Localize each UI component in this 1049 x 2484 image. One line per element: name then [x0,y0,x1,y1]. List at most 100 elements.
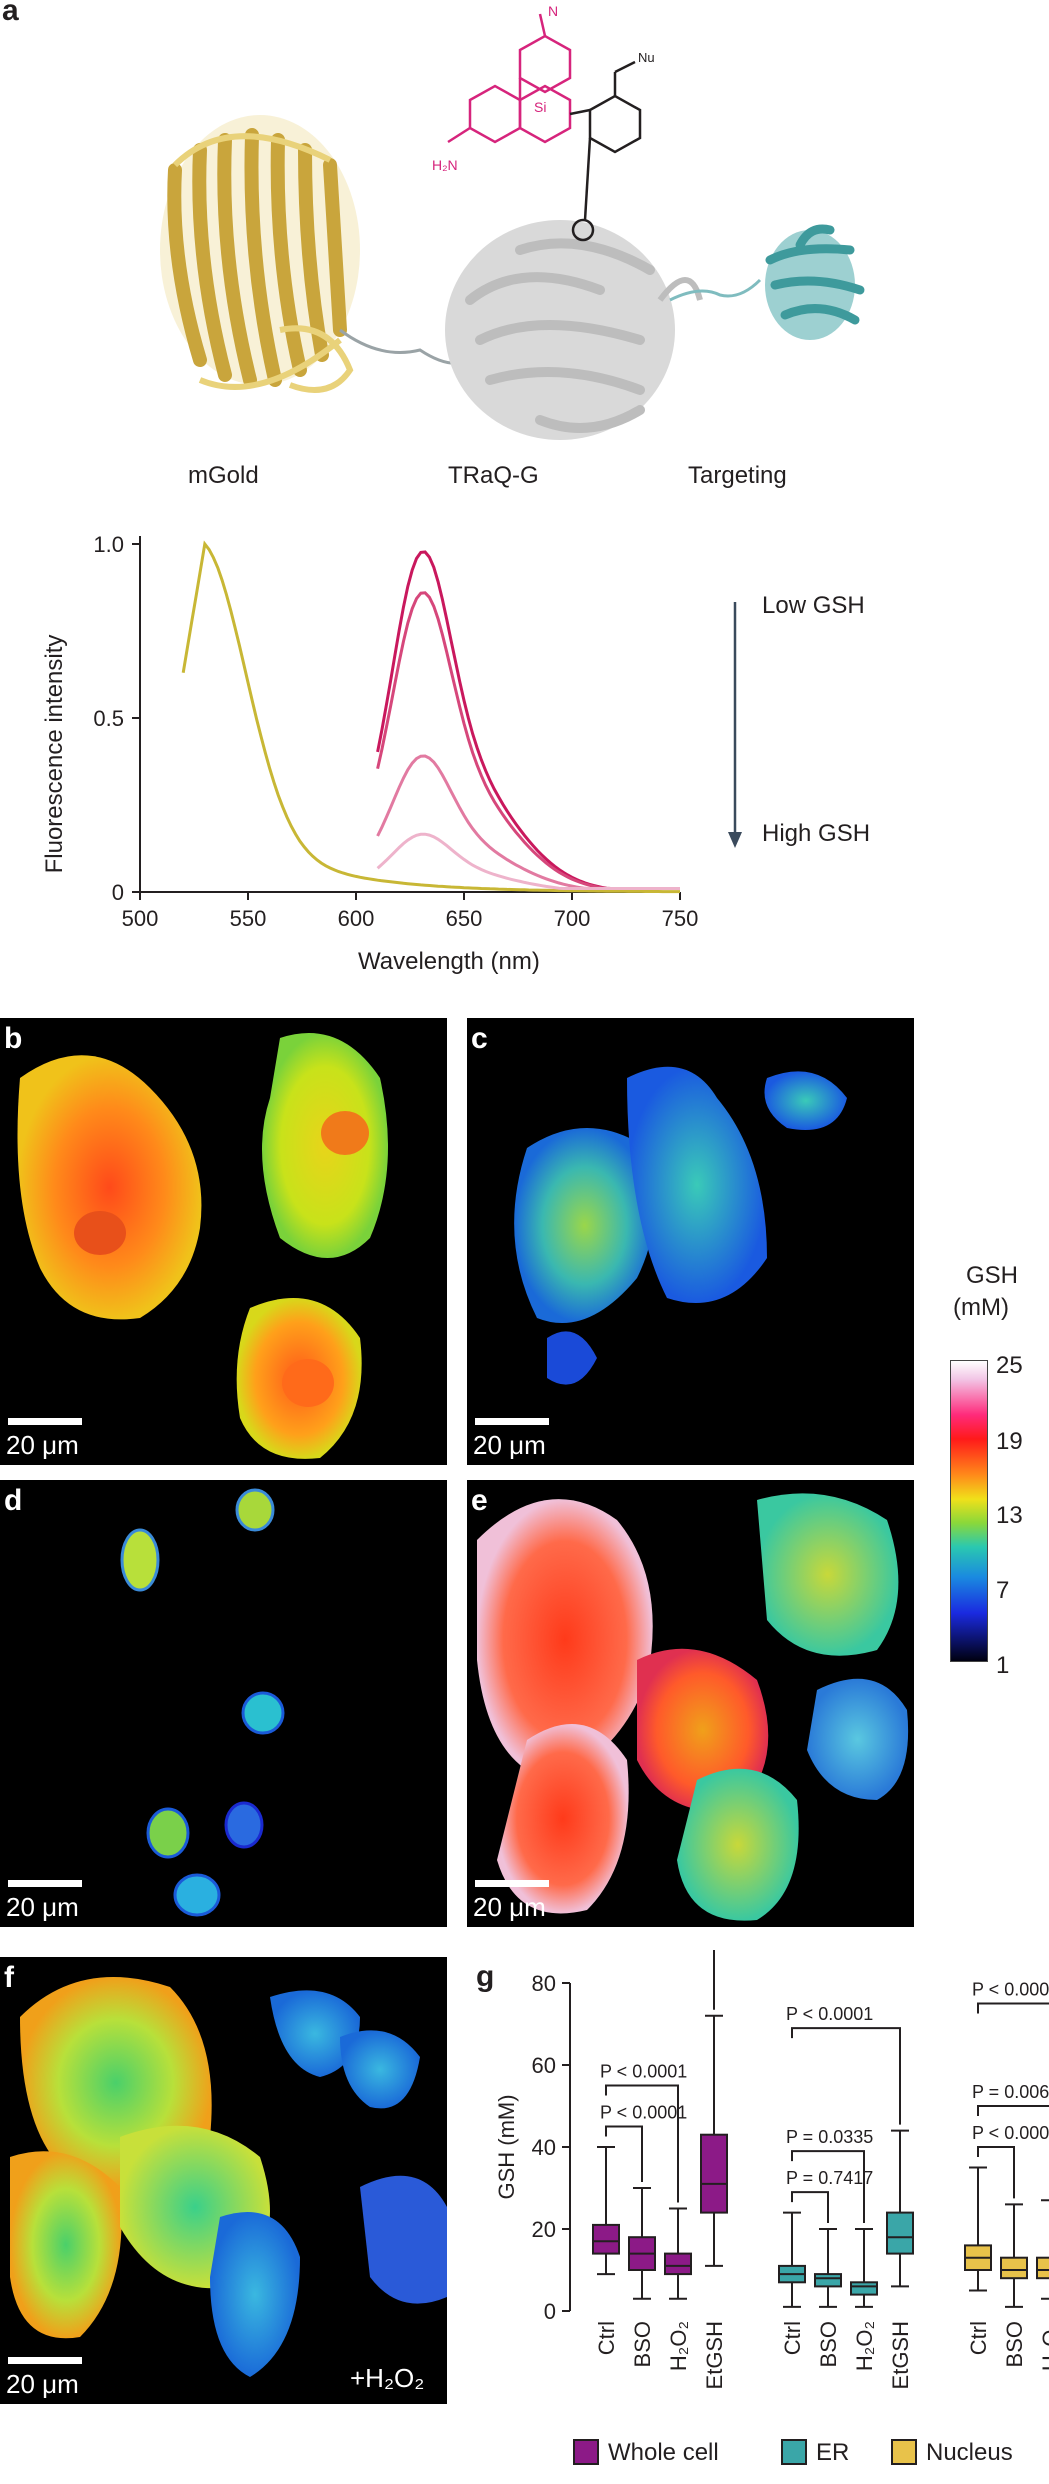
spectrum-x-tick-label: 700 [554,906,591,931]
trap-spectrum-line-3 [376,754,680,890]
spectrum-y-tick-label: 0 [112,880,124,905]
colorbar-tick-13: 13 [996,1502,1023,1529]
box-whole-cell-3 [664,2252,692,2276]
colorbar [950,1360,988,1662]
significance-bracket [605,2084,679,2203]
trap-spectrum-line-4 [376,832,680,890]
colorbar-unit: (mM) [953,1294,1009,1321]
gsh-boxplot: 0 20 40 60 80 GSH (mM) Ctrl BSO H₂O₂ EtGSH Ctrl BS… [494,1950,1049,2466]
box-category-label: EtGSH [702,2321,727,2389]
spectrum-lines [181,540,680,894]
p-value-label: P < 0.0001 [600,2103,687,2123]
boxplot-axes: 0 20 40 60 80 GSH (mM) [494,1971,571,2324]
trap-spectrum-line-1 [376,550,680,890]
panel-label-d: d [4,1484,23,1517]
micrograph-b: b 20 μm [0,1018,447,1465]
box-category-label: EtGSH [888,2321,913,2389]
low-gsh-label: Low GSH [762,592,865,619]
micrograph-e: e 20 μm [467,1480,914,1927]
boxplot-y-tick-label: 60 [532,2053,556,2078]
legend-swatch-whole-cell [573,2439,599,2465]
boxplot-brackets: P < 0.0001 P < 0.0001 P < 0.0001 P = 0.7417… [600,1950,1049,2223]
spectrum-xlabel: Wavelength (nm) [358,948,540,975]
colorbar-tick-19: 19 [996,1428,1023,1455]
h2o2-treatment-label: +H₂O₂ [350,2363,425,2393]
mgold-spectrum-line [181,540,680,894]
label-mgold: mGold [188,462,259,489]
box-nucleus-3 [1036,2256,1049,2280]
spectrum-x-tick-label: 650 [446,906,483,931]
panel-label-g: g [476,1960,495,1993]
box-er-2 [814,2273,842,2288]
boxplot-legend: Whole cell ER Nucleus [573,2439,1013,2466]
box-category-label: BSO [816,2321,841,2367]
spectrum-x-tick-label: 550 [230,906,267,931]
scale-text-e: 20 μm [473,1892,546,1922]
label-traq-g: TRaQ-G [448,462,539,489]
scale-text-f: 20 μm [6,2369,79,2399]
boxplot-marks: Ctrl BSO H₂O₂ EtGSH Ctrl BSO H₂O₂ EtGSH Ctrl BSO H… [592,2014,1049,2389]
trap-spectrum-line-2 [376,591,680,890]
colorbar-tick-1: 1 [996,1652,1010,1679]
legend-label: Whole cell [608,2439,719,2466]
p-value-label: P = 0.0335 [786,2127,873,2147]
legend-label: ER [816,2439,849,2466]
spectrum-y-tick-label: 1.0 [93,532,124,557]
boxplot-y-tick-label: 40 [532,2135,556,2160]
significance-bracket [791,2027,901,2125]
box-whole-cell-1 [592,2223,620,2255]
p-value-label: P = 0.7417 [786,2168,873,2188]
p-value-label: P < 0.0001 [786,2004,873,2024]
scale-bar-f [8,2357,82,2364]
scale-text-d: 20 μm [6,1892,79,1922]
legend-swatch-er [781,2439,807,2465]
boxplot-y-tick-label: 80 [532,1971,556,1996]
boxplot-y-tick-label: 20 [532,2217,556,2242]
significance-bracket [977,2002,1049,2014]
box-nucleus-2 [1000,2256,1028,2280]
micrograph-f: f 20 μm +H₂O₂ [0,1957,447,2404]
scale-bar-c [475,1418,549,1425]
spectrum-y-tick-label: 0.5 [93,706,124,731]
scale-text-b: 20 μm [6,1430,79,1460]
linker-structure [569,60,642,242]
panel-label-a: a [2,0,19,27]
legend-swatch-nucleus [891,2439,917,2465]
scale-bar-e [475,1880,549,1887]
significance-bracket [791,2191,829,2223]
significance-bracket [791,2150,865,2223]
micrograph-d: d 20 μm [0,1480,447,1927]
significance-bracket [977,2146,1015,2199]
scale-bar-d [8,1880,82,1887]
significance-bracket [605,2125,643,2182]
panel-label-f: f [4,1961,14,1994]
si-label: Si [534,99,546,115]
micrograph-c: c 20 μm [467,1018,914,1465]
targeting-helix [765,224,865,340]
nplus-label: N [548,3,558,19]
box-category-label: Ctrl [966,2321,991,2355]
mgold-barrel [160,115,360,393]
dye-structure [447,13,572,144]
p-value-label: P < 0.0001 [972,1980,1049,2000]
protein-structure-illustration: Si H₂N N Nu [160,3,865,440]
emission-spectrum-chart: 500 550 600 650 700 750 0 0.5 1.0 [93,532,742,931]
spectrum-axes: 500 550 600 650 700 750 0 0.5 1.0 [93,532,698,931]
boxplot-y-tick-label: 0 [544,2299,556,2324]
box-whole-cell-4 [700,2133,728,2214]
box-category-label: BSO [630,2321,655,2367]
high-gsh-label: High GSH [762,820,871,847]
gsh-arrowhead [728,832,742,848]
panel-label-c: c [471,1022,488,1055]
spectrum-x-tick-label: 750 [662,906,699,931]
box-er-3 [850,2281,878,2296]
significance-bracket [977,2105,1049,2195]
boxplot-y-label: GSH (mM) [494,2094,519,2199]
colorbar-tick-25: 25 [996,1352,1023,1379]
box-category-label: H₂O₂ [666,2321,691,2371]
scale-bar-b [8,1418,82,1425]
box-category-label: Ctrl [780,2321,805,2355]
h2n-label: H₂N [432,157,458,173]
colorbar-title: GSH [966,1262,1019,1289]
